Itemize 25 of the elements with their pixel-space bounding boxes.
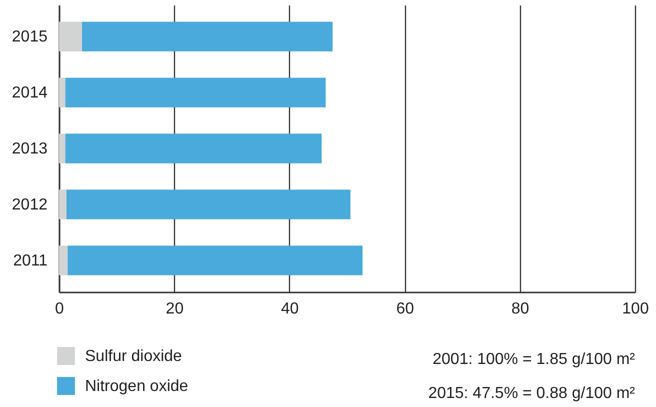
y-tick-label: 2015: [12, 28, 48, 46]
y-tick-label: 2013: [12, 140, 48, 158]
x-tick-label: 100: [622, 300, 649, 318]
x-tick-label: 40: [281, 300, 299, 318]
x-tick-label: 0: [55, 300, 64, 318]
bar: [59, 22, 82, 52]
bar: [59, 246, 68, 276]
bar: [82, 22, 333, 52]
bar: [59, 78, 66, 108]
text: 2001: 100% = 1.85 g/100 m²: [432, 351, 636, 368]
bar: [59, 190, 66, 220]
y-tick-label: 2012: [12, 196, 48, 214]
x-tick-label: 80: [511, 300, 530, 318]
bar: [65, 134, 322, 164]
text: 2015: 47.5% = 0.88 g/100 m²: [428, 385, 636, 402]
legend-label: Nitrogen oxide: [85, 378, 188, 395]
bar: [66, 190, 350, 220]
y-tick-label: 2014: [12, 84, 48, 102]
bar: [65, 78, 326, 108]
bar: [68, 246, 363, 276]
x-tick-label: 20: [166, 300, 184, 318]
legend-label: Sulfur dioxide: [85, 348, 182, 365]
bar: [59, 134, 66, 164]
x-tick-label: 60: [396, 300, 414, 318]
y-tick-label: 2011: [13, 252, 48, 270]
